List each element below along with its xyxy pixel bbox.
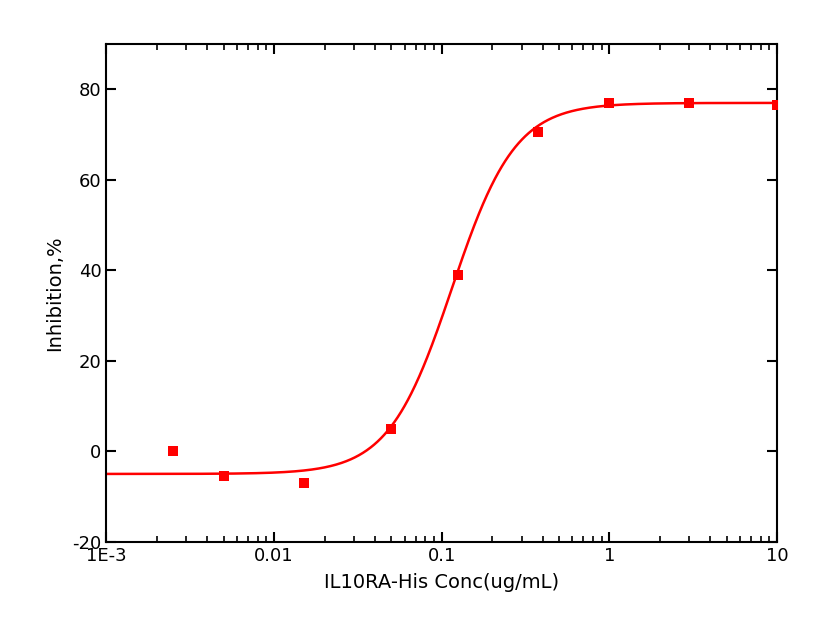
Point xyxy=(217,471,230,481)
Point xyxy=(532,127,545,137)
Point xyxy=(297,478,310,488)
Point xyxy=(683,98,696,108)
Point xyxy=(771,100,784,110)
Point xyxy=(384,423,398,433)
Point xyxy=(167,446,180,456)
Y-axis label: Inhibition,%: Inhibition,% xyxy=(45,235,64,351)
Point xyxy=(452,270,465,280)
X-axis label: IL10RA-His Conc(ug/mL): IL10RA-His Conc(ug/mL) xyxy=(324,573,560,592)
Point xyxy=(603,98,616,108)
